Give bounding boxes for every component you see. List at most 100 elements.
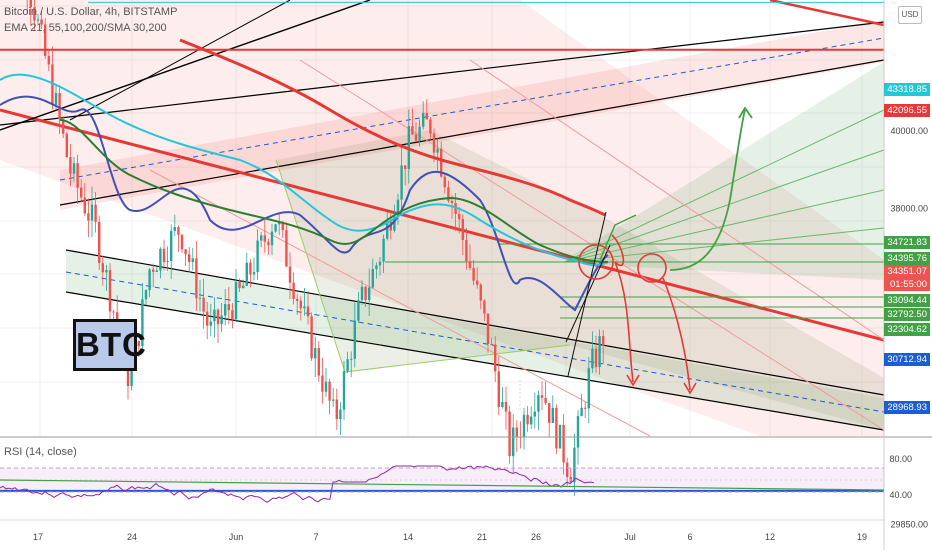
candle-body xyxy=(285,230,288,267)
red-main-trendline xyxy=(0,108,885,342)
red-uptrend-channel xyxy=(60,20,884,210)
candle-body xyxy=(278,222,281,225)
candle-body xyxy=(263,235,266,242)
candle-body xyxy=(602,336,605,346)
candle-body xyxy=(51,64,54,105)
candle-body xyxy=(245,262,248,286)
candle-body xyxy=(562,424,565,463)
candle-body xyxy=(148,269,151,291)
time-tick-label: 14 xyxy=(403,532,413,542)
currency-button[interactable]: USD xyxy=(898,6,922,24)
candle-body xyxy=(548,403,551,423)
candle-body xyxy=(216,309,220,325)
price-tick-label: 29850.00 xyxy=(890,519,928,529)
candle-body xyxy=(357,300,360,321)
candle-body xyxy=(65,133,68,158)
price-tick-label: 40000.00 xyxy=(890,126,928,136)
rsi-tick-label: 80.00 xyxy=(889,454,912,464)
indicators-label: EMA 21, 55,100,200/SMA 30,200 xyxy=(4,22,167,34)
candle-body xyxy=(584,407,587,409)
rsi-tick-label: 40.00 xyxy=(889,490,912,500)
candle-body xyxy=(353,320,356,359)
candle-body xyxy=(317,348,320,376)
candle-body xyxy=(249,262,252,275)
candle-body xyxy=(483,300,486,314)
candle-body xyxy=(504,401,508,412)
candle-body xyxy=(321,375,324,392)
candle-body xyxy=(576,416,580,448)
green-lower-channel xyxy=(66,250,884,430)
candle-body xyxy=(180,234,184,250)
candle-body xyxy=(393,216,396,231)
drawings xyxy=(519,106,753,410)
candle-body xyxy=(112,311,115,313)
candle-body xyxy=(598,336,601,368)
candle-body xyxy=(296,298,299,301)
candle-body xyxy=(80,187,83,198)
black-long-line-2 xyxy=(69,0,291,121)
time-tick-label: 7 xyxy=(313,532,318,542)
candle-body xyxy=(231,310,234,320)
candle-body xyxy=(83,197,86,214)
rsi-trend-line xyxy=(0,479,885,491)
price-badge: 42096.55 xyxy=(884,104,930,117)
candle-body xyxy=(587,368,590,409)
candle-body xyxy=(288,266,292,283)
candle-body xyxy=(436,148,439,153)
black-trend-line-lower xyxy=(59,59,885,206)
ema-21-line xyxy=(0,95,609,312)
candle-body xyxy=(573,447,576,483)
green-fan-line xyxy=(564,109,885,263)
candle-body xyxy=(314,348,317,359)
candles xyxy=(26,0,605,496)
time-tick-label: 24 xyxy=(127,532,137,542)
candle-body xyxy=(594,348,598,368)
candle-body xyxy=(252,272,256,275)
candle-body xyxy=(324,381,328,392)
red-arrow-down xyxy=(614,261,634,383)
candle-body xyxy=(418,126,421,141)
price-badge: 32792.50 xyxy=(884,308,930,321)
candle-body xyxy=(270,231,274,246)
time-tick-label: 6 xyxy=(687,532,692,542)
candle-body xyxy=(540,395,544,398)
candle-body xyxy=(224,304,227,316)
candle-body xyxy=(44,24,47,56)
candle-body xyxy=(303,306,306,309)
candle-body xyxy=(198,297,202,299)
candle-body xyxy=(234,281,238,320)
pink-fan-line xyxy=(469,59,885,341)
red-circle-highlight xyxy=(578,244,614,280)
candle-body xyxy=(339,409,342,419)
candle-body xyxy=(206,311,209,326)
black-trend-line-upper xyxy=(0,21,885,126)
price-badge: 32304.62 xyxy=(884,323,930,336)
candle-body xyxy=(440,148,443,177)
red-downtrend-channel xyxy=(0,0,884,436)
candle-body xyxy=(58,93,61,120)
blue-midline-upper xyxy=(59,37,885,181)
candle-body xyxy=(522,414,526,438)
pitchfork-edge xyxy=(344,344,571,373)
candle-body xyxy=(202,297,205,312)
candle-body xyxy=(209,321,212,326)
pink-fan-line xyxy=(149,169,651,437)
candle-body xyxy=(310,316,313,359)
black-wedge-line xyxy=(567,211,607,377)
candle-body xyxy=(422,112,425,127)
time-tick-label: 19 xyxy=(857,532,867,542)
time-tick-label: 21 xyxy=(477,532,487,542)
grid xyxy=(0,0,884,436)
rsi-title: RSI (14, close) xyxy=(4,446,77,458)
candle-body xyxy=(591,348,594,369)
candle-body xyxy=(62,119,65,134)
red-arrow-head-2 xyxy=(683,382,697,395)
candle-body xyxy=(29,0,32,8)
candle-body xyxy=(170,230,173,262)
price-badge: 33094.44 xyxy=(884,294,930,307)
candle-body xyxy=(360,286,364,301)
blue-channel-midline xyxy=(65,271,885,413)
candle-body xyxy=(105,270,108,273)
